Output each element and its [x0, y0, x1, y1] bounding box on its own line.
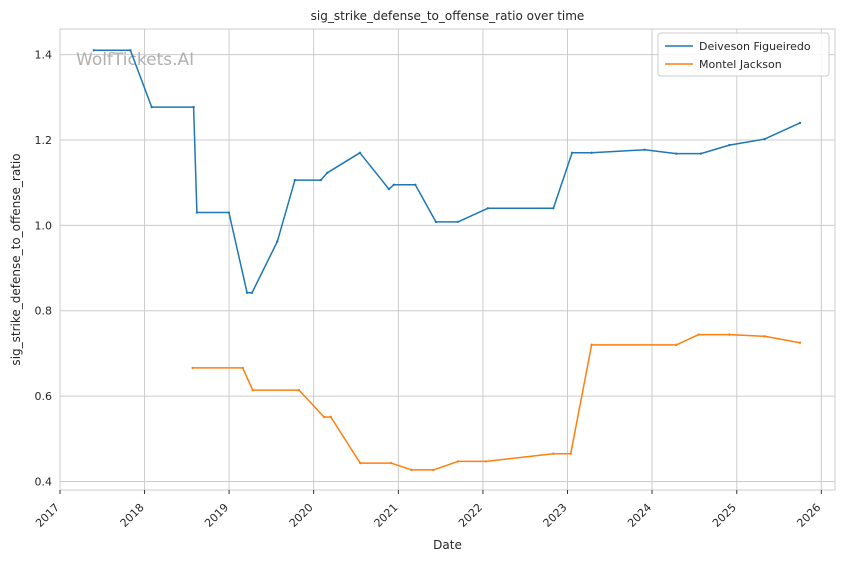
- data-point-montel-jackson: [675, 343, 678, 347]
- legend-box: [657, 32, 830, 77]
- y-tick-label: 1.4: [35, 49, 53, 62]
- y-axis-title: sig_strike_defense_to_offense_ratio: [9, 153, 23, 365]
- data-point-deiveson-figueiredo: [293, 178, 297, 182]
- data-point-deiveson-figueiredo: [276, 240, 279, 243]
- data-point-deiveson-figueiredo: [358, 151, 362, 154]
- data-point-montel-jackson: [251, 388, 254, 392]
- data-point-deiveson-figueiredo: [319, 178, 323, 182]
- data-point-deiveson-figueiredo: [227, 211, 231, 214]
- data-point-montel-jackson: [432, 468, 435, 472]
- data-point-montel-jackson: [322, 415, 326, 419]
- data-point-deiveson-figueiredo: [728, 143, 731, 147]
- watermark-text: WolfTickets.AI: [76, 50, 194, 70]
- legend: Deiveson Figueiredo Montel Jackson: [657, 32, 830, 77]
- data-point-deiveson-figueiredo: [387, 187, 391, 191]
- x-axis-title: Date: [433, 538, 462, 552]
- data-point-deiveson-figueiredo: [129, 49, 132, 52]
- data-point-montel-jackson: [798, 341, 802, 344]
- plot-frame: [59, 28, 836, 491]
- data-point-montel-jackson: [697, 333, 700, 336]
- data-point-deiveson-figueiredo: [570, 151, 574, 154]
- series-layer: [92, 49, 802, 472]
- data-point-montel-jackson: [329, 415, 332, 419]
- y-tick-label: 1.2: [35, 134, 53, 147]
- data-point-deiveson-figueiredo: [699, 152, 703, 155]
- data-point-deiveson-figueiredo: [434, 220, 438, 224]
- y-tick-label: 0.4: [35, 475, 53, 488]
- data-point-deiveson-figueiredo: [486, 207, 490, 210]
- series-line-deiveson-figueiredo: [93, 49, 801, 294]
- data-point-montel-jackson: [297, 388, 301, 392]
- data-point-montel-jackson: [552, 452, 555, 455]
- data-point-deiveson-figueiredo: [250, 291, 254, 294]
- data-point-montel-jackson: [191, 366, 194, 370]
- data-point-deiveson-figueiredo: [326, 171, 329, 175]
- data-point-deiveson-figueiredo: [92, 49, 96, 52]
- data-point-deiveson-figueiredo: [192, 105, 195, 109]
- data-point-montel-jackson: [484, 460, 488, 463]
- y-tick-label: 0.8: [35, 305, 53, 318]
- data-point-montel-jackson: [389, 461, 393, 465]
- data-point-montel-jackson: [569, 452, 572, 455]
- data-point-deiveson-figueiredo: [643, 148, 646, 151]
- data-point-deiveson-figueiredo: [456, 220, 460, 224]
- data-point-montel-jackson: [410, 468, 413, 472]
- series-line-montel-jackson: [192, 333, 801, 471]
- data-point-montel-jackson: [590, 343, 593, 347]
- data-point-deiveson-figueiredo: [552, 207, 555, 210]
- data-point-deiveson-figueiredo: [414, 183, 417, 187]
- legend-label-montel-jackson: Montel Jackson: [699, 58, 782, 71]
- data-point-deiveson-figueiredo: [392, 183, 395, 187]
- data-point-deiveson-figueiredo: [763, 137, 766, 141]
- y-tick-label: 0.6: [35, 390, 53, 403]
- data-point-deiveson-figueiredo: [195, 211, 199, 214]
- chart-title: sig_strike_defense_to_offense_ratio over…: [311, 9, 585, 23]
- grid-layer: [59, 29, 835, 490]
- data-point-deiveson-figueiredo: [798, 121, 802, 125]
- data-point-montel-jackson: [763, 335, 766, 338]
- data-point-montel-jackson: [241, 366, 244, 370]
- data-point-montel-jackson: [728, 333, 731, 336]
- data-point-deiveson-figueiredo: [150, 105, 153, 109]
- legend-label-deiveson-figueiredo: Deiveson Figueiredo: [699, 40, 811, 53]
- data-point-montel-jackson: [456, 460, 460, 463]
- y-tick-label: 1.0: [35, 219, 53, 232]
- data-point-deiveson-figueiredo: [675, 152, 678, 155]
- data-point-montel-jackson: [358, 461, 362, 465]
- data-point-deiveson-figueiredo: [590, 151, 593, 154]
- data-point-deiveson-figueiredo: [245, 291, 249, 294]
